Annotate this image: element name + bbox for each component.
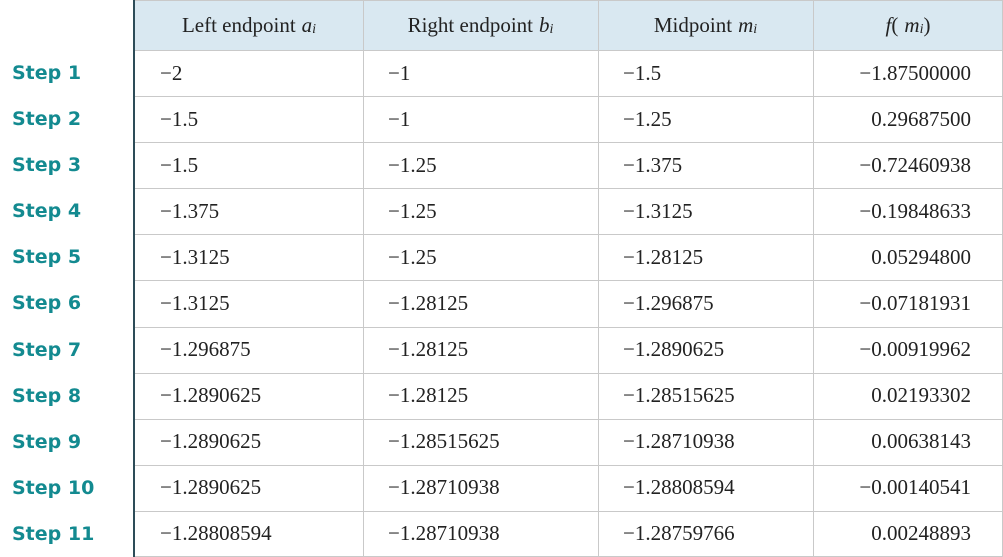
row-line bbox=[133, 234, 1003, 235]
header-text: i bbox=[312, 22, 317, 37]
header-text: i bbox=[549, 22, 554, 37]
row-line bbox=[133, 327, 1003, 328]
column-header: Midpoint m i bbox=[598, 0, 813, 50]
step-label: Step 2 bbox=[12, 108, 82, 131]
table-cell: −1 bbox=[388, 60, 411, 85]
table-cell: −1.3125 bbox=[160, 290, 230, 315]
table-cell: −1.5 bbox=[623, 60, 662, 85]
table-cell: 0.00248893 bbox=[871, 521, 971, 546]
row-line bbox=[133, 50, 1003, 51]
table-cell: 0.00638143 bbox=[871, 429, 971, 454]
header-text: f bbox=[885, 12, 892, 37]
table-cell: −2 bbox=[160, 60, 183, 85]
table-cell: −1 bbox=[388, 106, 411, 131]
column-line bbox=[363, 0, 364, 557]
table-cell: −1.375 bbox=[623, 152, 683, 177]
table-cell: −1.28759766 bbox=[623, 521, 735, 546]
table-cell: −1.5 bbox=[160, 152, 199, 177]
step-label: Step 4 bbox=[12, 200, 82, 223]
step-label: Step 11 bbox=[12, 522, 95, 545]
table-cell: −0.00919962 bbox=[859, 337, 971, 362]
table-cell: −1.28710938 bbox=[388, 521, 500, 546]
step-label: Step 8 bbox=[12, 384, 82, 407]
row-line bbox=[133, 373, 1003, 374]
table-cell: −0.19848633 bbox=[859, 198, 971, 223]
column-header: f(m i) bbox=[813, 0, 1003, 50]
table-cell: 0.02193302 bbox=[871, 383, 971, 408]
table-cell: −1.25 bbox=[388, 198, 437, 223]
table-cell: −1.25 bbox=[388, 244, 437, 269]
table-cell: −1.375 bbox=[160, 198, 220, 223]
table-cell: −1.5 bbox=[160, 106, 199, 131]
header-text: a bbox=[301, 12, 313, 37]
table-cell: −1.3125 bbox=[623, 198, 693, 223]
row-line bbox=[133, 465, 1003, 466]
step-label: Step 3 bbox=[12, 154, 82, 177]
table-cell: −1.28515625 bbox=[623, 383, 735, 408]
table-cell: −1.2890625 bbox=[160, 475, 262, 500]
step-label: Step 1 bbox=[12, 62, 82, 85]
table-cell: −1.28125 bbox=[388, 337, 469, 362]
header-text: i bbox=[753, 22, 758, 37]
table-cell: −1.2890625 bbox=[623, 337, 725, 362]
table-cell: −0.07181931 bbox=[859, 290, 971, 315]
row-line bbox=[133, 280, 1003, 281]
step-label: Step 10 bbox=[12, 476, 95, 499]
row-line bbox=[133, 419, 1003, 420]
header-text: b bbox=[539, 12, 550, 37]
step-label: Step 6 bbox=[12, 292, 82, 315]
column-line bbox=[598, 0, 599, 557]
header-text: m bbox=[904, 12, 920, 37]
table-cell: −1.2890625 bbox=[160, 383, 262, 408]
table-cell: −1.28125 bbox=[388, 290, 469, 315]
left-border bbox=[133, 0, 135, 557]
table-cell: 0.05294800 bbox=[871, 244, 971, 269]
header-text: Left endpoint bbox=[181, 12, 296, 37]
table-cell: −1.28125 bbox=[388, 383, 469, 408]
header-text: ) bbox=[923, 12, 931, 37]
row-line bbox=[133, 511, 1003, 512]
row-line bbox=[133, 96, 1003, 97]
table-cell: −1.28125 bbox=[623, 244, 704, 269]
table-cell: −1.3125 bbox=[160, 244, 230, 269]
table-cell: −1.25 bbox=[388, 152, 437, 177]
border-line bbox=[133, 0, 1003, 1]
table-cell: −1.2890625 bbox=[160, 429, 262, 454]
table-cell: −1.28710938 bbox=[388, 475, 500, 500]
table-cell: −1.28710938 bbox=[623, 429, 735, 454]
step-label: Step 7 bbox=[12, 338, 82, 361]
step-label: Step 9 bbox=[12, 430, 82, 453]
table-cell: −1.296875 bbox=[623, 290, 714, 315]
table-cell: −1.25 bbox=[623, 106, 672, 131]
table-cell: −0.72460938 bbox=[859, 152, 971, 177]
table-cell: −1.28808594 bbox=[623, 475, 735, 500]
column-header: Right endpoint b i bbox=[363, 0, 598, 50]
row-line bbox=[133, 188, 1003, 189]
step-label: Step 5 bbox=[12, 246, 82, 269]
table-cell: −1.87500000 bbox=[859, 60, 971, 85]
column-line bbox=[813, 0, 814, 557]
table-cell: −1.28808594 bbox=[160, 521, 272, 546]
header-text: Midpoint bbox=[653, 12, 733, 37]
header-text: i bbox=[919, 22, 924, 37]
table-cell: 0.29687500 bbox=[871, 106, 971, 131]
table-cell: −1.28515625 bbox=[388, 429, 500, 454]
table-cell: −1.296875 bbox=[160, 337, 251, 362]
header-text: ( bbox=[891, 12, 899, 37]
header-text: m bbox=[738, 12, 754, 37]
table-cell: −0.00140541 bbox=[859, 475, 971, 500]
header-text: Right endpoint bbox=[407, 12, 534, 37]
row-line bbox=[133, 142, 1003, 143]
column-header: Left endpoint a i bbox=[135, 0, 363, 50]
header-background bbox=[133, 0, 1003, 50]
